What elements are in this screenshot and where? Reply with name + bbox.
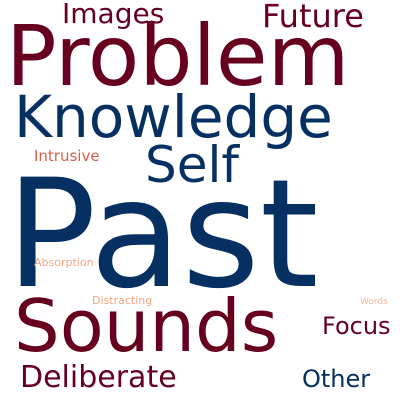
- word-other: Other: [302, 365, 371, 393]
- word-words: Words: [360, 297, 388, 307]
- word-sounds: Sounds: [14, 284, 279, 368]
- word-future: Future: [262, 0, 364, 35]
- word-past: Past: [6, 148, 319, 322]
- word-self: Self: [145, 136, 239, 194]
- word-knowledge: Knowledge: [14, 83, 333, 151]
- word-absorption: Absorption: [34, 256, 94, 269]
- word-intrusive: Intrusive: [34, 147, 100, 165]
- word-problem: Problem: [6, 7, 350, 105]
- word-images: Images: [62, 0, 165, 30]
- word-focus: Focus: [322, 312, 391, 340]
- word-distracting: Distracting: [92, 294, 153, 307]
- word-deliberate: Deliberate: [20, 360, 177, 395]
